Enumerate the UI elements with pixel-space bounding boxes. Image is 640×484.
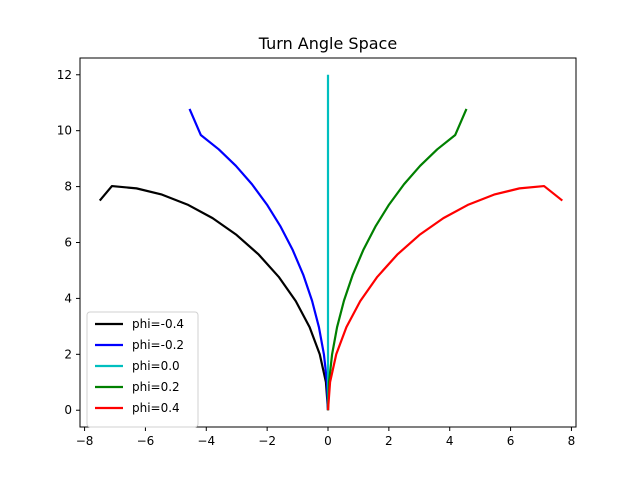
x-tick-label-3: −2 — [258, 434, 276, 448]
y-tick-label-1: 2 — [64, 347, 72, 361]
x-tick-label-7: 6 — [507, 434, 515, 448]
y-tick-label-4: 8 — [64, 180, 72, 194]
series-line-1 — [188, 108, 330, 411]
axes-group: −8 −6 −4 −2 0 2 4 6 8 0 2 4 6 8 10 12 — [57, 57, 577, 448]
chart-title: Turn Angle Space — [258, 34, 397, 53]
series-line-0 — [98, 184, 330, 411]
legend-label-1: phi=-0.2 — [132, 338, 184, 352]
series-group — [98, 74, 563, 411]
y-tick-label-2: 4 — [64, 291, 72, 305]
x-tick-label-5: 2 — [385, 434, 393, 448]
x-tick-label-8: 8 — [568, 434, 576, 448]
legend-label-4: phi=0.4 — [132, 401, 180, 415]
legend-label-0: phi=-0.4 — [132, 317, 184, 331]
x-tick-label-4: 0 — [324, 434, 332, 448]
y-tick-label-0: 0 — [64, 403, 72, 417]
legend-label-3: phi=0.2 — [132, 380, 180, 394]
x-tick-label-2: −4 — [197, 434, 215, 448]
x-tick-label-6: 4 — [446, 434, 454, 448]
legend-label-2: phi=0.0 — [132, 359, 180, 373]
y-tick-label-6: 12 — [57, 68, 72, 82]
x-tick-label-0: −8 — [76, 434, 94, 448]
legend-group: phi=-0.4 phi=-0.2 phi=0.0 phi=0.2 phi=0.4 — [86, 311, 199, 428]
series-line-3 — [326, 108, 468, 411]
y-tick-label-5: 10 — [57, 124, 72, 138]
legend-box — [86, 311, 199, 428]
series-line-4 — [326, 184, 563, 411]
y-tick-label-3: 6 — [64, 236, 72, 250]
x-tick-label-1: −6 — [137, 434, 155, 448]
